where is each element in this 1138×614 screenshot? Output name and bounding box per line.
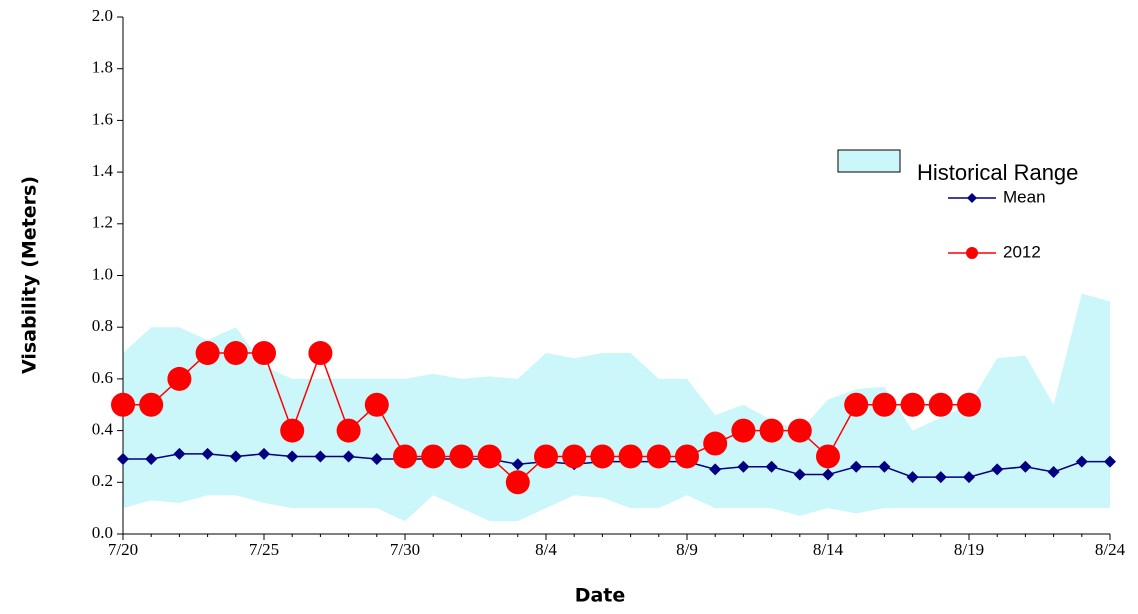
point [1104, 455, 1116, 468]
point [1075, 455, 1088, 468]
y-tick-label: 1.2 [92, 213, 113, 232]
point [342, 450, 355, 463]
y-tick-label: 1.6 [92, 109, 113, 128]
point [286, 450, 299, 463]
range-area [123, 293, 1110, 522]
point [314, 450, 327, 463]
point [195, 341, 220, 366]
y-tick-label: 0.0 [92, 523, 113, 542]
point [850, 460, 863, 473]
point [957, 392, 981, 417]
x-tick-label: 7/25 [249, 540, 279, 559]
point [618, 444, 643, 469]
point [816, 444, 840, 469]
point [505, 470, 530, 495]
point [511, 458, 524, 471]
y-tick-label: 0.2 [92, 471, 113, 490]
x-axis-label: Date [575, 585, 626, 607]
y-tick-label: 1.4 [92, 161, 114, 180]
point [878, 460, 891, 473]
point [393, 444, 417, 469]
point [252, 341, 276, 366]
x-tick-label: 7/20 [108, 540, 138, 559]
point [534, 444, 558, 469]
point [900, 392, 925, 417]
point [562, 444, 587, 469]
x-tick-label: 7/30 [390, 540, 420, 559]
legend-marker [967, 193, 977, 203]
legend-label: Mean [1003, 187, 1046, 206]
point [646, 444, 671, 469]
legend-marker [966, 247, 978, 259]
point [336, 418, 361, 443]
point [280, 418, 305, 443]
y-tick-label: 0.8 [92, 316, 113, 335]
point [370, 453, 383, 466]
point [709, 463, 722, 476]
point [934, 471, 947, 484]
y-tick-label: 0.6 [92, 368, 113, 387]
point [759, 418, 784, 443]
point [844, 392, 869, 417]
point [229, 450, 242, 463]
point [223, 341, 248, 366]
point [872, 392, 897, 417]
y-tick-label: 1.0 [92, 264, 113, 283]
y-tick-label: 1.8 [92, 58, 113, 77]
point [703, 431, 728, 456]
x-tick-label: 8/4 [535, 540, 557, 559]
point [590, 444, 615, 469]
point [167, 366, 192, 391]
x-tick-label: 8/9 [676, 540, 698, 559]
point [308, 341, 333, 366]
point [765, 460, 778, 473]
legend-label: Historical Range [917, 160, 1078, 185]
point [991, 463, 1004, 476]
point [1019, 460, 1032, 473]
point [145, 453, 158, 466]
legend-swatch [837, 149, 901, 173]
point [364, 392, 389, 417]
point [963, 471, 975, 484]
point [477, 444, 502, 469]
point [1047, 465, 1060, 478]
x-tick-label: 8/19 [954, 540, 984, 559]
legend-label: 2012 [1003, 242, 1041, 261]
point [731, 418, 756, 443]
point [737, 460, 750, 473]
y-tick-label: 2.0 [92, 6, 113, 25]
x-tick-label: 8/24 [1095, 540, 1126, 559]
point [675, 444, 699, 469]
point [173, 447, 186, 460]
point [787, 418, 812, 443]
point [793, 468, 806, 481]
point [117, 453, 129, 466]
x-tick-label: 8/14 [813, 540, 844, 559]
point [449, 444, 474, 469]
point [139, 392, 164, 417]
point [928, 392, 953, 417]
point [421, 444, 446, 469]
point [258, 447, 270, 460]
y-tick-label: 0.4 [92, 420, 114, 439]
point [111, 392, 135, 417]
y-axis-label: Visability (Meters) [19, 176, 41, 374]
point [906, 471, 919, 484]
point [201, 447, 214, 460]
point [822, 468, 834, 481]
